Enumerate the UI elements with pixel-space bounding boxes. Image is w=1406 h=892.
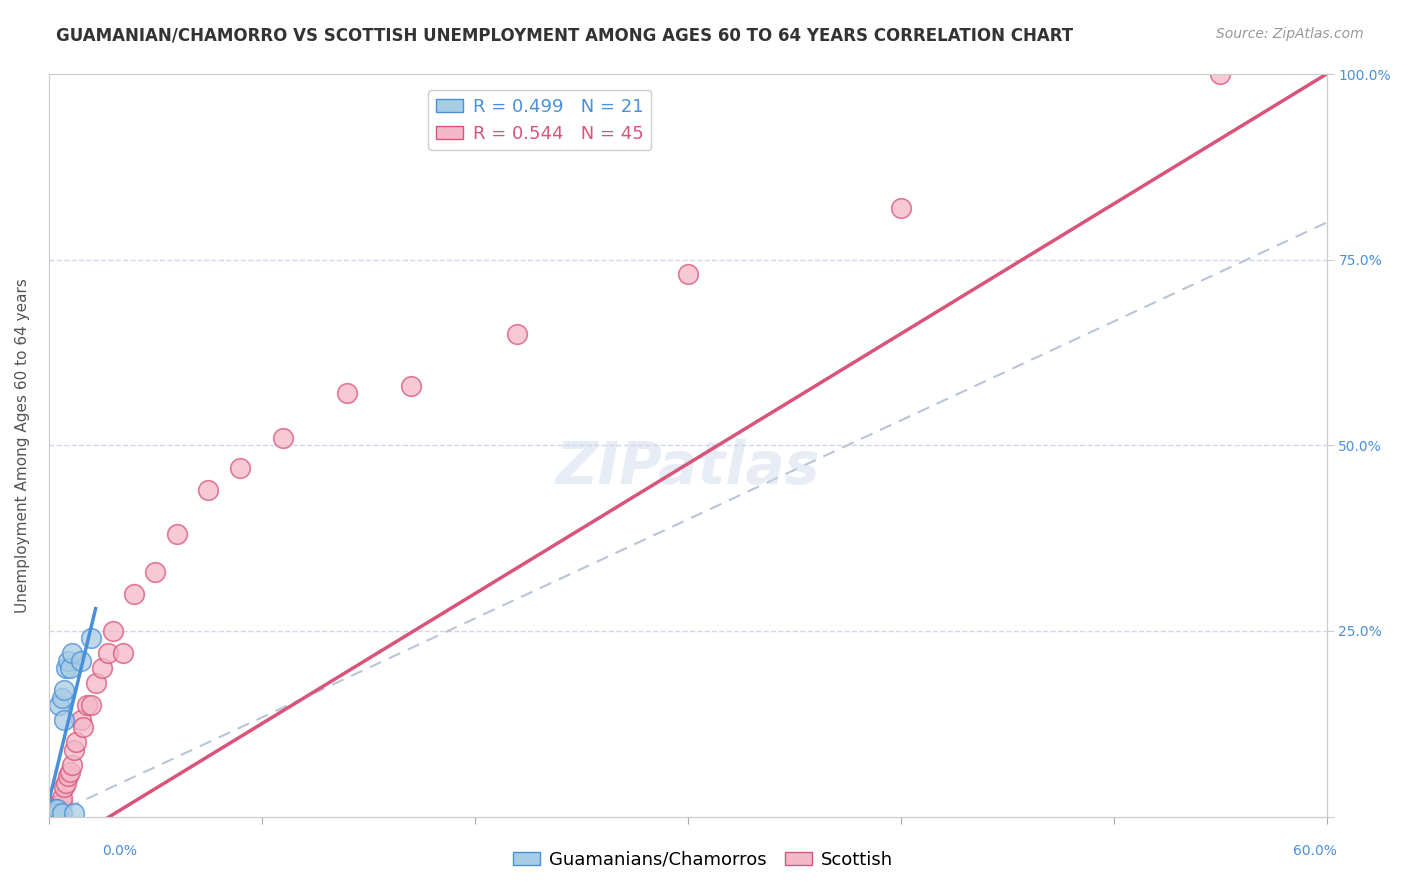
Text: ZIPatlas: ZIPatlas — [555, 439, 820, 496]
Point — [38, 802, 60, 816]
Point — [80, 698, 103, 713]
Point — [69, 654, 91, 668]
Point — [56, 654, 79, 668]
Point — [76, 698, 98, 713]
Point — [48, 798, 70, 813]
Point — [101, 624, 124, 638]
Point — [51, 791, 73, 805]
Point — [59, 764, 82, 779]
Point — [51, 690, 73, 705]
Point — [55, 776, 77, 790]
Point — [38, 809, 60, 823]
Point — [46, 804, 69, 818]
Point — [60, 646, 83, 660]
Point — [336, 386, 359, 401]
Point — [46, 798, 69, 813]
Point — [59, 661, 82, 675]
Point — [60, 757, 83, 772]
Point — [38, 809, 60, 823]
Point — [143, 565, 166, 579]
Point — [197, 483, 219, 497]
Point — [63, 742, 86, 756]
Point — [38, 805, 60, 819]
Point — [48, 698, 70, 713]
Point — [42, 809, 65, 823]
Point — [506, 326, 529, 341]
Text: 0.0%: 0.0% — [103, 844, 136, 858]
Point — [38, 805, 60, 819]
Point — [44, 802, 66, 816]
Legend: Guamanians/Chamorros, Scottish: Guamanians/Chamorros, Scottish — [506, 844, 900, 876]
Point — [271, 431, 294, 445]
Text: Source: ZipAtlas.com: Source: ZipAtlas.com — [1216, 27, 1364, 41]
Point — [80, 632, 103, 646]
Legend: R = 0.499   N = 21, R = 0.544   N = 45: R = 0.499 N = 21, R = 0.544 N = 45 — [429, 90, 651, 150]
Point — [42, 805, 65, 820]
Point — [63, 805, 86, 820]
Text: GUAMANIAN/CHAMORRO VS SCOTTISH UNEMPLOYMENT AMONG AGES 60 TO 64 YEARS CORRELATIO: GUAMANIAN/CHAMORRO VS SCOTTISH UNEMPLOYM… — [56, 27, 1073, 45]
Point — [38, 806, 60, 821]
Point — [122, 587, 145, 601]
Point — [51, 805, 73, 820]
Point — [52, 683, 75, 698]
Point — [44, 800, 66, 814]
Point — [44, 805, 66, 820]
Point — [48, 802, 70, 816]
Point — [1209, 67, 1232, 81]
Point — [69, 713, 91, 727]
Point — [55, 661, 77, 675]
Point — [46, 802, 69, 816]
Point — [399, 379, 422, 393]
Point — [52, 713, 75, 727]
Point — [46, 805, 69, 820]
Point — [42, 802, 65, 816]
Point — [38, 806, 60, 821]
Point — [39, 809, 62, 823]
Y-axis label: Unemployment Among Ages 60 to 64 years: Unemployment Among Ages 60 to 64 years — [15, 277, 30, 613]
Point — [166, 527, 188, 541]
Point — [51, 796, 73, 810]
Point — [56, 769, 79, 783]
Text: 60.0%: 60.0% — [1292, 844, 1337, 858]
Point — [890, 201, 912, 215]
Point — [112, 646, 135, 660]
Point — [65, 735, 87, 749]
Point — [52, 780, 75, 794]
Point — [72, 721, 94, 735]
Point — [38, 808, 60, 822]
Point — [91, 661, 114, 675]
Point — [676, 268, 699, 282]
Point — [39, 805, 62, 820]
Point — [42, 805, 65, 820]
Point — [84, 676, 107, 690]
Point — [97, 646, 120, 660]
Point — [229, 460, 252, 475]
Point — [38, 808, 60, 822]
